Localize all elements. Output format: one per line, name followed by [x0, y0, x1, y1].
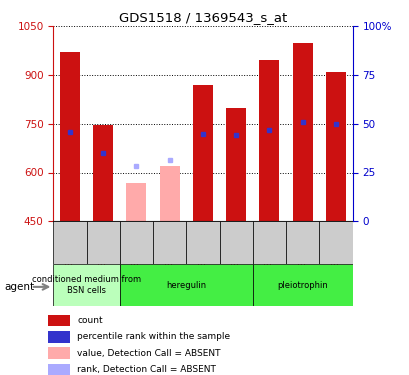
- Bar: [325, 72, 345, 221]
- Bar: [292, 42, 312, 221]
- Text: rank, Detection Call = ABSENT: rank, Detection Call = ABSENT: [77, 365, 216, 374]
- Text: heregulin: heregulin: [166, 280, 206, 290]
- FancyBboxPatch shape: [252, 221, 285, 264]
- FancyBboxPatch shape: [252, 264, 352, 306]
- Bar: [126, 183, 146, 221]
- FancyBboxPatch shape: [53, 264, 119, 306]
- Bar: [259, 60, 279, 221]
- Text: value, Detection Call = ABSENT: value, Detection Call = ABSENT: [77, 349, 220, 358]
- FancyBboxPatch shape: [186, 221, 219, 264]
- Bar: [48, 347, 70, 359]
- Text: agent: agent: [4, 282, 34, 292]
- FancyBboxPatch shape: [219, 221, 252, 264]
- Bar: [226, 108, 245, 221]
- Title: GDS1518 / 1369543_s_at: GDS1518 / 1369543_s_at: [119, 11, 286, 24]
- FancyBboxPatch shape: [53, 221, 86, 264]
- Text: percentile rank within the sample: percentile rank within the sample: [77, 333, 229, 341]
- Text: count: count: [77, 316, 103, 325]
- FancyBboxPatch shape: [86, 221, 119, 264]
- FancyBboxPatch shape: [119, 221, 153, 264]
- Bar: [48, 331, 70, 343]
- Bar: [48, 364, 70, 375]
- Bar: [160, 166, 179, 221]
- Bar: [93, 125, 113, 221]
- Bar: [193, 85, 212, 221]
- FancyBboxPatch shape: [285, 221, 319, 264]
- FancyBboxPatch shape: [319, 221, 352, 264]
- Text: pleiotrophin: pleiotrophin: [276, 280, 327, 290]
- FancyBboxPatch shape: [119, 264, 252, 306]
- FancyBboxPatch shape: [153, 221, 186, 264]
- Bar: [60, 52, 80, 221]
- Bar: [48, 315, 70, 326]
- Text: conditioned medium from
BSN cells: conditioned medium from BSN cells: [32, 275, 141, 295]
